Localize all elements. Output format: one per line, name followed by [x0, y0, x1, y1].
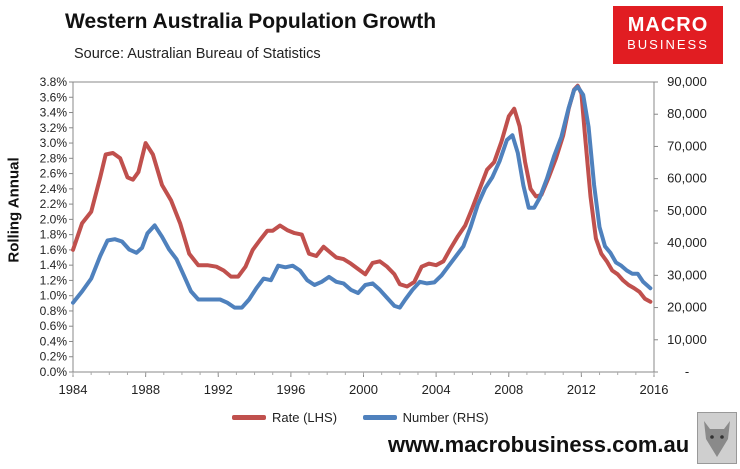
left-tick-label: 0.0% — [40, 365, 68, 379]
wolf-logo-icon — [697, 412, 737, 464]
chart-legend: Rate (LHS) Number (RHS) — [232, 408, 511, 425]
left-tick-label: 3.2% — [40, 121, 68, 135]
left-tick-label: 0.4% — [40, 334, 68, 348]
left-tick-label: 1.2% — [40, 273, 68, 287]
x-tick-label: 2004 — [422, 382, 451, 397]
legend-item-rate: Rate (LHS) — [232, 410, 337, 425]
left-tick-label: 2.8% — [40, 151, 68, 165]
legend-swatch-number — [362, 415, 397, 420]
left-tick-label: 2.0% — [40, 212, 68, 226]
x-tick-label: 1988 — [131, 382, 160, 397]
left-tick-label: 2.6% — [40, 167, 68, 181]
legend-label-number: Number (RHS) — [402, 410, 489, 425]
right-tick-label: 50,000 — [667, 203, 707, 218]
right-tick-label: 30,000 — [667, 267, 707, 282]
macrobusiness-logo: MACRO BUSINESS — [613, 6, 723, 64]
x-tick-label: 2016 — [640, 382, 669, 397]
legend-swatch-rate — [232, 415, 266, 420]
left-tick-label: 0.6% — [40, 319, 68, 333]
left-tick-label: 3.0% — [40, 136, 68, 150]
right-tick-label: 20,000 — [667, 300, 707, 315]
left-tick-label: 3.6% — [40, 90, 68, 104]
series-line-rate — [71, 83, 653, 304]
left-tick-label: 3.8% — [40, 75, 68, 89]
website-url[interactable]: www.macrobusiness.com.au — [388, 432, 690, 457]
left-tick-label: 0.2% — [40, 350, 68, 364]
x-tick-label: 1984 — [59, 382, 88, 397]
series-line-number — [71, 84, 653, 310]
legend-label-rate: Rate (LHS) — [272, 410, 338, 425]
right-tick-label: 70,000 — [667, 138, 707, 153]
x-tick-label: 2012 — [567, 382, 596, 397]
right-tick-label: 40,000 — [667, 235, 707, 250]
left-tick-label: 2.2% — [40, 197, 68, 211]
right-tick-label: 90,000 — [667, 74, 707, 89]
left-tick-label: 1.4% — [40, 258, 68, 272]
left-tick-label: 0.8% — [40, 304, 68, 318]
left-tick-label: 1.6% — [40, 243, 68, 257]
left-tick-label: 1.0% — [40, 289, 68, 303]
right-tick-label: 60,000 — [667, 171, 707, 186]
chart-title: Western Australia Population Growth — [65, 10, 437, 33]
logo-line-2: BUSINESS — [627, 37, 709, 52]
x-tick-label: 2008 — [494, 382, 523, 397]
logo-line-1: MACRO — [627, 14, 709, 36]
chart-subtitle: Source: Australian Bureau of Statistics — [74, 46, 321, 62]
left-tick-label: 1.8% — [40, 228, 68, 242]
right-tick-label: 80,000 — [667, 106, 707, 121]
legend-item-number: Number (RHS) — [362, 410, 489, 425]
left-tick-label: 3.4% — [40, 106, 68, 120]
x-tick-label: 2000 — [349, 382, 378, 397]
x-tick-label: 1992 — [204, 382, 233, 397]
x-tick-label: 1996 — [276, 382, 305, 397]
right-tick-label: 10,000 — [667, 332, 707, 347]
left-tick-label: 2.4% — [40, 182, 68, 196]
right-tick-label: - — [685, 364, 689, 379]
